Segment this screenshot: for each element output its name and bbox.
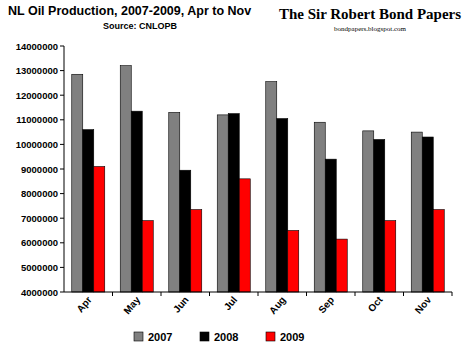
x-tick-label: Aug xyxy=(267,294,288,316)
x-tick xyxy=(355,292,356,296)
y-tick xyxy=(60,70,64,71)
bar xyxy=(325,159,336,292)
bar xyxy=(169,112,180,292)
bar xyxy=(374,139,385,292)
x-tick xyxy=(209,292,210,296)
legend-swatch xyxy=(134,332,143,341)
bar xyxy=(83,130,94,292)
bar xyxy=(142,221,153,292)
bar xyxy=(363,131,374,292)
y-tick xyxy=(60,119,64,120)
annotation: The Sir Robert Bond Papers xyxy=(279,6,461,22)
bar xyxy=(120,66,131,292)
y-tick-label: 12000000 xyxy=(16,90,58,101)
bar xyxy=(239,179,250,292)
bar xyxy=(266,82,277,292)
x-tick xyxy=(161,292,162,296)
legend-label: 2009 xyxy=(280,331,304,343)
y-tick xyxy=(60,193,64,194)
y-tick xyxy=(60,218,64,219)
y-tick xyxy=(60,46,64,47)
y-tick-label: 5000000 xyxy=(21,262,58,273)
bar xyxy=(180,170,191,292)
legend-swatch xyxy=(266,332,275,341)
bar xyxy=(191,210,202,292)
y-tick-label: 4000000 xyxy=(21,287,58,298)
y-tick xyxy=(60,242,64,243)
bar xyxy=(94,167,105,292)
x-tick xyxy=(403,292,404,296)
bar xyxy=(131,111,142,292)
y-tick-label: 11000000 xyxy=(16,114,58,125)
bar xyxy=(385,221,396,292)
bar xyxy=(217,115,228,292)
y-tick-label: 10000000 xyxy=(16,139,58,150)
y-tick-label: 6000000 xyxy=(21,237,58,248)
x-tick-label: Oct xyxy=(366,294,386,314)
bar xyxy=(314,122,325,292)
y-tick-label: 8000000 xyxy=(21,188,58,199)
bar xyxy=(336,239,347,292)
y-tick xyxy=(60,292,64,293)
annotation: bondpapers.blogspot.com xyxy=(334,25,406,33)
y-tick xyxy=(60,267,64,268)
legend-swatch xyxy=(200,332,209,341)
x-tick xyxy=(258,292,259,296)
x-tick xyxy=(452,292,453,296)
x-tick-label: Nov xyxy=(413,294,434,316)
y-tick xyxy=(60,169,64,170)
x-tick-label: Sep xyxy=(316,294,336,315)
y-tick xyxy=(60,144,64,145)
y-tick-label: 14000000 xyxy=(16,41,58,52)
y-tick-label: 13000000 xyxy=(16,65,58,76)
bar xyxy=(288,231,299,293)
x-tick-label: May xyxy=(121,294,142,316)
legend-label: 2007 xyxy=(148,331,172,343)
chart: NL Oil Production, 2007-2009, Apr to Nov… xyxy=(0,0,466,352)
bar xyxy=(433,210,444,292)
subtitle: Source: CNLOPB xyxy=(103,21,178,31)
bar xyxy=(422,137,433,292)
title: NL Oil Production, 2007-2009, Apr to Nov xyxy=(8,4,251,18)
legend-label: 2008 xyxy=(214,331,238,343)
bar xyxy=(411,132,422,292)
x-tick-label: Apr xyxy=(74,294,94,314)
bar xyxy=(72,74,83,292)
x-tick xyxy=(112,292,113,296)
bar xyxy=(277,119,288,292)
x-tick-label: Jun xyxy=(171,294,191,315)
bar xyxy=(228,114,239,292)
x-tick-label: Jul xyxy=(222,294,240,312)
y-tick-label: 7000000 xyxy=(21,213,58,224)
y-tick xyxy=(60,95,64,96)
y-tick-label: 9000000 xyxy=(21,164,58,175)
x-tick xyxy=(306,292,307,296)
